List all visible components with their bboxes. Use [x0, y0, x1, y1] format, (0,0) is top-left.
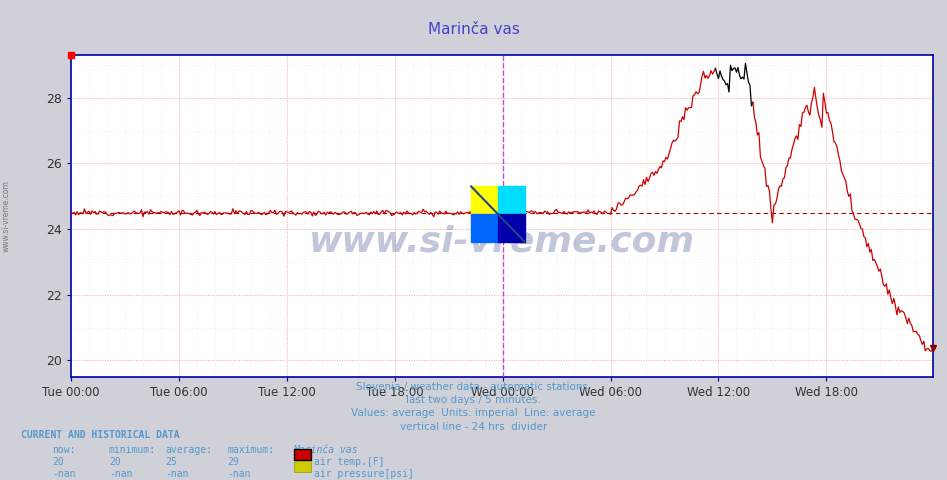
- Text: now:: now:: [52, 445, 76, 456]
- Text: -nan: -nan: [227, 469, 251, 480]
- Text: www.si-vreme.com: www.si-vreme.com: [2, 180, 11, 252]
- Text: 20: 20: [52, 457, 63, 468]
- Bar: [472, 215, 498, 242]
- Text: -nan: -nan: [109, 469, 133, 480]
- Text: maximum:: maximum:: [227, 445, 275, 456]
- Text: air temp.[F]: air temp.[F]: [314, 457, 384, 468]
- Text: www.si-vreme.com: www.si-vreme.com: [309, 225, 695, 259]
- Text: Values: average  Units: imperial  Line: average: Values: average Units: imperial Line: av…: [351, 408, 596, 419]
- Text: -nan: -nan: [166, 469, 189, 480]
- Text: CURRENT AND HISTORICAL DATA: CURRENT AND HISTORICAL DATA: [21, 430, 180, 440]
- Text: average:: average:: [166, 445, 213, 456]
- Text: Marinča vas: Marinča vas: [294, 445, 358, 456]
- Text: minimum:: minimum:: [109, 445, 156, 456]
- Text: 25: 25: [166, 457, 177, 468]
- Text: -nan: -nan: [52, 469, 76, 480]
- Text: 20: 20: [109, 457, 120, 468]
- Text: last two days / 5 minutes.: last two days / 5 minutes.: [406, 395, 541, 405]
- Text: 29: 29: [227, 457, 239, 468]
- Text: vertical line - 24 hrs  divider: vertical line - 24 hrs divider: [400, 422, 547, 432]
- Text: air pressure[psi]: air pressure[psi]: [314, 469, 414, 480]
- Text: Slovenia / weather data - automatic stations.: Slovenia / weather data - automatic stat…: [356, 382, 591, 392]
- Text: Marinča vas: Marinča vas: [427, 22, 520, 36]
- Bar: [498, 186, 526, 215]
- Bar: [472, 186, 498, 215]
- Bar: [498, 215, 526, 242]
